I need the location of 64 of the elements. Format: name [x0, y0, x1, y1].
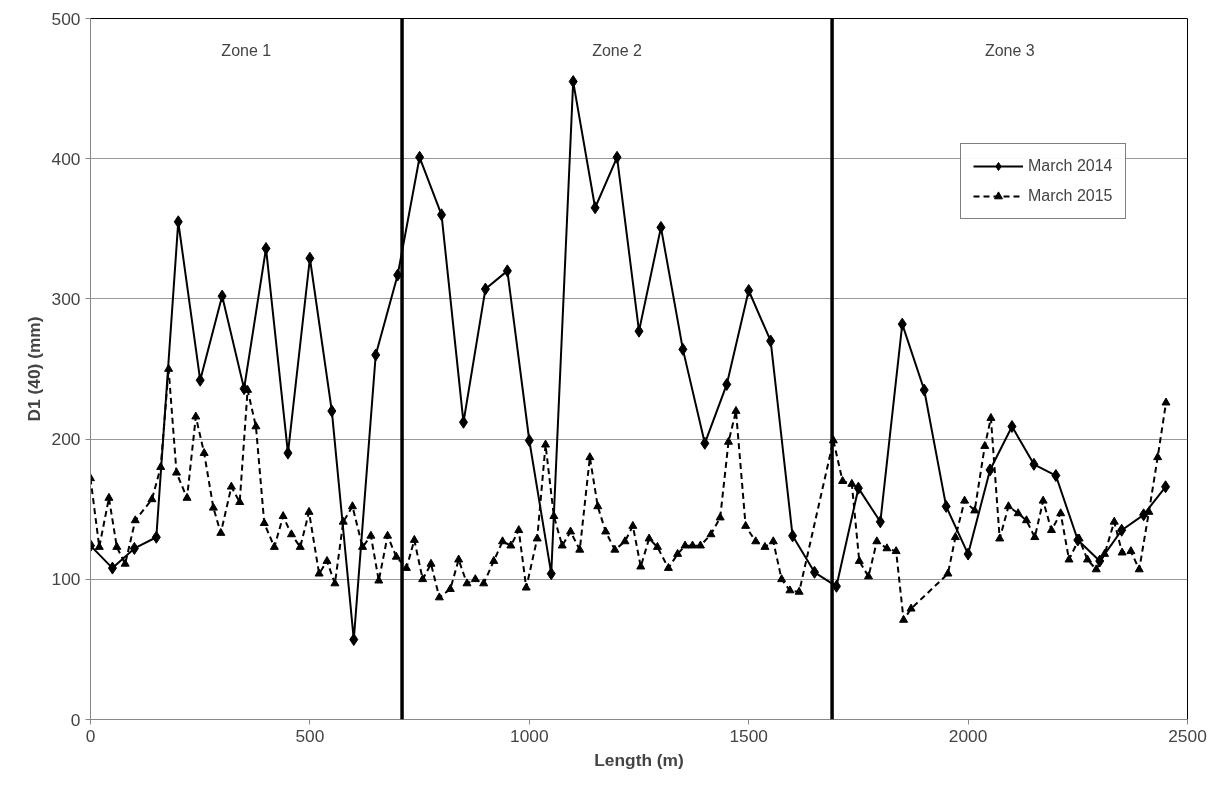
- point: [437, 208, 447, 222]
- point: [700, 436, 710, 450]
- point: [371, 348, 381, 362]
- point: [897, 317, 907, 331]
- y-tick-label: 200: [51, 429, 81, 450]
- x-tick-label: 1500: [729, 725, 768, 746]
- point: [546, 567, 556, 581]
- point: [415, 150, 425, 164]
- point: [612, 150, 622, 164]
- point: [349, 633, 359, 647]
- point: [1029, 457, 1039, 471]
- point: [810, 565, 820, 579]
- point: [875, 515, 885, 529]
- legend-label: March 2014: [1028, 157, 1113, 175]
- y-tick-label: 100: [51, 569, 81, 590]
- point: [853, 481, 863, 495]
- point: [217, 289, 227, 303]
- point: [634, 324, 644, 338]
- point: [480, 282, 490, 296]
- point: [173, 215, 183, 229]
- point: [678, 342, 688, 356]
- x-tick-label: 1000: [510, 725, 549, 746]
- annotation: Zone 2: [592, 41, 643, 59]
- point: [1161, 480, 1171, 494]
- point: [393, 268, 403, 282]
- point: [283, 446, 293, 460]
- point: [919, 383, 929, 397]
- point: [744, 283, 754, 297]
- point: [766, 334, 776, 348]
- point: [261, 241, 271, 255]
- point: [305, 251, 315, 265]
- y-axis-title: D1 (40) (mm): [23, 316, 44, 422]
- point: [788, 529, 798, 543]
- y-tick-label: 0: [70, 709, 81, 730]
- x-tick-label: 2000: [948, 725, 988, 746]
- point: [1139, 508, 1149, 522]
- point: [1117, 523, 1127, 537]
- point: [129, 541, 139, 555]
- point: [941, 499, 951, 513]
- point: [985, 463, 995, 477]
- point: [656, 220, 666, 234]
- legend-label: March 2015: [1028, 187, 1113, 205]
- annotation: Zone 3: [984, 41, 1035, 59]
- y-tick-label: 300: [51, 288, 81, 309]
- point: [1007, 419, 1017, 433]
- y-tick-label: 500: [51, 8, 81, 29]
- x-axis-title: Length (m): [594, 749, 684, 770]
- point: [502, 264, 512, 278]
- x-tick-label: 2500: [1168, 725, 1207, 746]
- annotation: Zone 1: [221, 41, 272, 59]
- y-tick-label: 400: [51, 148, 81, 169]
- x-tick-label: 500: [295, 725, 325, 746]
- point: [327, 404, 337, 418]
- point: [524, 434, 534, 447]
- point: [151, 530, 161, 544]
- point: [831, 579, 841, 593]
- point: [107, 561, 117, 575]
- point: [590, 201, 600, 215]
- point: [1051, 469, 1061, 483]
- point: [722, 377, 732, 391]
- point: [195, 373, 205, 387]
- point: [963, 547, 973, 561]
- x-tick-label: 0: [85, 725, 96, 746]
- point: [568, 75, 578, 89]
